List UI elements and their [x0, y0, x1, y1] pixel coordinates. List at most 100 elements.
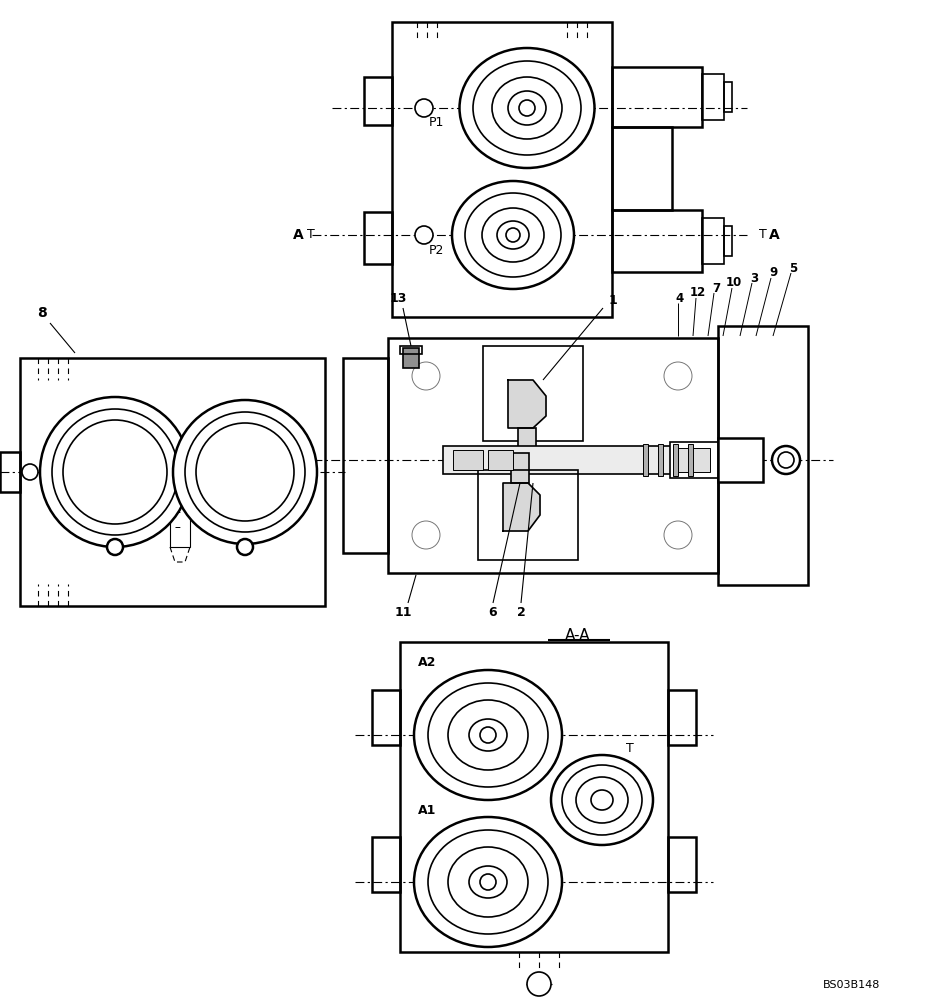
Text: 11: 11: [394, 606, 412, 619]
Bar: [483, 346, 583, 441]
Bar: [170, 497, 190, 547]
Text: 2: 2: [517, 606, 525, 619]
Bar: [668, 837, 696, 892]
Text: 10: 10: [726, 276, 742, 290]
Bar: [488, 450, 513, 470]
Text: 4: 4: [676, 292, 684, 304]
Bar: [388, 338, 718, 573]
Bar: [658, 444, 663, 476]
Text: 12: 12: [690, 286, 706, 300]
Text: P2: P2: [429, 243, 444, 256]
Bar: [364, 212, 392, 264]
Circle shape: [480, 727, 496, 743]
Bar: [392, 22, 612, 317]
Bar: [453, 450, 483, 470]
Ellipse shape: [562, 765, 642, 835]
Text: P1: P1: [429, 115, 444, 128]
Bar: [518, 428, 536, 458]
Circle shape: [196, 423, 294, 521]
Ellipse shape: [448, 700, 528, 770]
Text: 6: 6: [489, 606, 497, 619]
Ellipse shape: [473, 61, 581, 155]
Circle shape: [772, 446, 800, 474]
Bar: [702, 74, 724, 120]
Circle shape: [527, 972, 551, 996]
Circle shape: [415, 99, 433, 117]
Circle shape: [63, 420, 167, 524]
Circle shape: [107, 539, 123, 555]
Bar: [688, 444, 693, 476]
Text: 8: 8: [37, 306, 47, 320]
Ellipse shape: [551, 755, 653, 845]
Bar: [673, 444, 678, 476]
Bar: [668, 690, 696, 745]
Text: 7: 7: [712, 282, 720, 294]
Circle shape: [664, 362, 692, 390]
Bar: [612, 127, 672, 210]
Circle shape: [185, 412, 305, 532]
Bar: [372, 690, 400, 745]
Bar: [403, 348, 419, 368]
Ellipse shape: [469, 866, 507, 898]
Ellipse shape: [469, 719, 507, 751]
Circle shape: [40, 397, 190, 547]
Polygon shape: [503, 483, 540, 531]
Ellipse shape: [482, 208, 544, 262]
Bar: [400, 346, 422, 354]
Circle shape: [237, 539, 253, 555]
Text: A-A: A-A: [565, 628, 591, 643]
Ellipse shape: [428, 830, 548, 934]
Text: 3: 3: [750, 271, 758, 284]
Circle shape: [480, 874, 496, 890]
Bar: [20, 358, 325, 606]
Circle shape: [412, 362, 440, 390]
Circle shape: [173, 400, 317, 544]
Circle shape: [664, 521, 692, 549]
Circle shape: [22, 464, 38, 480]
Ellipse shape: [492, 77, 562, 139]
Circle shape: [506, 228, 520, 242]
Ellipse shape: [448, 847, 528, 917]
Polygon shape: [508, 380, 546, 428]
Bar: [724, 82, 732, 112]
Bar: [343, 358, 388, 553]
Bar: [372, 837, 400, 892]
Bar: [443, 446, 688, 474]
Text: A: A: [769, 228, 780, 242]
Ellipse shape: [497, 221, 529, 249]
Text: A: A: [293, 228, 304, 242]
Text: T: T: [626, 742, 634, 754]
Bar: [364, 77, 392, 125]
Text: A2: A2: [418, 656, 436, 670]
Ellipse shape: [460, 48, 594, 168]
Bar: [612, 210, 702, 272]
Ellipse shape: [414, 817, 562, 947]
Bar: [718, 326, 808, 585]
Bar: [724, 226, 732, 256]
Text: BS03B148: BS03B148: [823, 980, 880, 990]
Ellipse shape: [508, 91, 546, 125]
Bar: [702, 218, 724, 264]
Circle shape: [415, 226, 433, 244]
Text: 5: 5: [789, 261, 797, 274]
Bar: [511, 453, 529, 483]
Ellipse shape: [591, 790, 613, 810]
Bar: [670, 442, 718, 478]
Circle shape: [778, 452, 794, 468]
Text: A1: A1: [418, 804, 436, 816]
Circle shape: [519, 100, 535, 116]
Circle shape: [412, 521, 440, 549]
Bar: [612, 67, 702, 127]
Bar: [643, 444, 648, 476]
Bar: [400, 642, 668, 952]
Text: 13: 13: [389, 292, 406, 304]
Text: T: T: [307, 229, 315, 241]
Bar: [678, 448, 710, 472]
Text: 1: 1: [608, 294, 618, 306]
Ellipse shape: [576, 777, 628, 823]
Bar: [0, 452, 20, 492]
Text: 9: 9: [768, 266, 777, 279]
Text: T: T: [759, 229, 767, 241]
Ellipse shape: [428, 683, 548, 787]
Circle shape: [52, 409, 178, 535]
